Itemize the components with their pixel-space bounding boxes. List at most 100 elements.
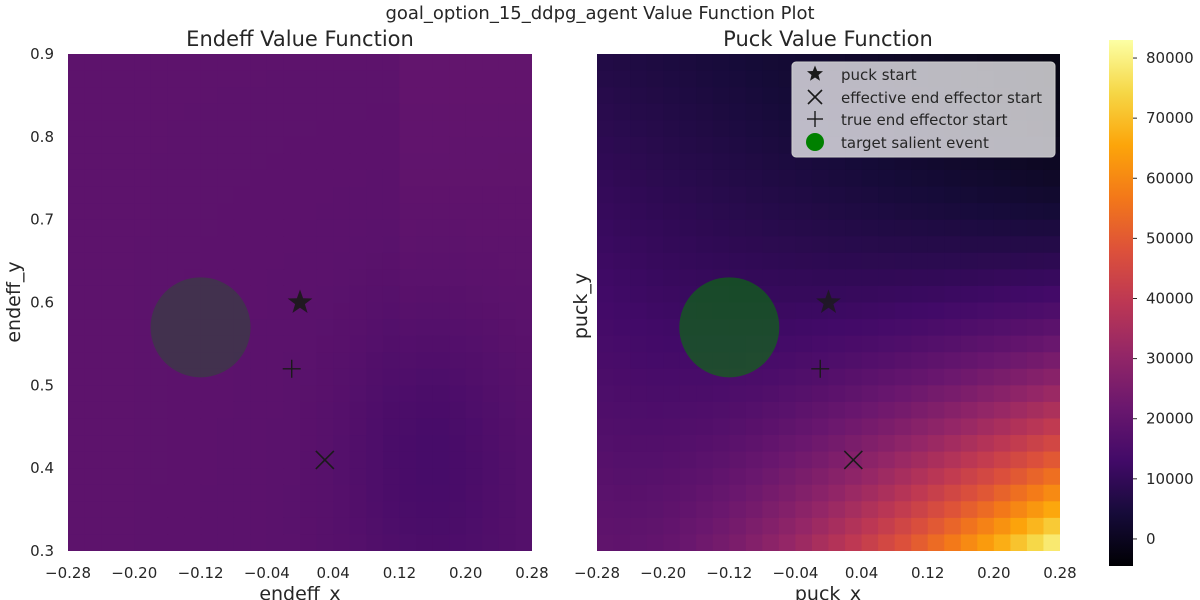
- endeff-heatmap-cell: [432, 352, 450, 370]
- puck-heatmap-cell: [811, 484, 830, 502]
- puck-heatmap-cell: [613, 236, 631, 254]
- endeff-heatmap-cell: [416, 54, 434, 72]
- puck-heatmap-cell: [828, 186, 846, 204]
- puck-heatmap-cell: [1026, 236, 1045, 254]
- puck-heatmap-cell: [911, 285, 929, 304]
- endeff-heatmap-cell: [432, 435, 450, 453]
- puck-heatmap-cell: [894, 401, 912, 420]
- endeff-heatmap-cell: [366, 501, 384, 519]
- endeff-heatmap-cell: [515, 501, 532, 519]
- endeff-heatmap-cell: [449, 70, 467, 88]
- endeff-heatmap-cell: [449, 302, 467, 320]
- puck-heatmap-cell: [944, 302, 962, 320]
- puck-heatmap-cell: [795, 203, 813, 221]
- endeff-heatmap-cell: [233, 368, 251, 386]
- endeff-heatmap-cell: [250, 136, 268, 154]
- puck-heatmap-cell: [597, 418, 615, 436]
- endeff-heatmap-cell: [316, 120, 334, 138]
- puck-heatmap-cell: [597, 236, 615, 254]
- endeff-heatmap-cell: [333, 203, 351, 221]
- endeff-heatmap-cell: [416, 269, 434, 287]
- endeff-heatmap-cell: [498, 435, 517, 453]
- endeff-heatmap-cell: [200, 252, 218, 270]
- puck-x-ticks: −0.28 −0.20 −0.12 −0.04 0.04 0.12 0.20 0.28: [574, 564, 1077, 582]
- endeff-heatmap-cell: [167, 451, 185, 469]
- puck-heatmap-cell: [828, 368, 846, 386]
- endeff-heatmap-cell: [134, 285, 152, 304]
- endeff-heatmap-cell: [283, 435, 301, 453]
- endeff-heatmap-cell: [101, 302, 119, 320]
- puck-heatmap-cell: [845, 302, 863, 320]
- puck-heatmap-cell: [630, 319, 648, 337]
- endeff-heatmap-cell: [167, 484, 185, 502]
- endeff-heatmap-cell: [117, 203, 135, 221]
- puck-heatmap-cell: [927, 153, 945, 171]
- legend-label-puck-start: puck start: [841, 66, 917, 84]
- puck-heatmap-cell: [845, 319, 863, 337]
- endeff-heatmap-cell: [498, 252, 517, 270]
- legend-label-effective-end-effector-start: effective end effector start: [841, 89, 1042, 107]
- puck-heatmap-cell: [894, 219, 912, 237]
- endeff-heatmap-cell: [184, 368, 202, 386]
- endeff-heatmap-cell: [184, 252, 202, 270]
- endeff-heatmap-cell: [266, 418, 285, 436]
- puck-heatmap-cell: [878, 418, 896, 436]
- endeff-heatmap-cell: [101, 236, 119, 254]
- endeff-heatmap-cell: [399, 219, 417, 237]
- puck-heatmap-cell: [1010, 269, 1028, 287]
- puck-heatmap-cell: [597, 70, 615, 88]
- endeff-heatmap-cell: [117, 352, 135, 370]
- endeff-heatmap-cell: [233, 385, 251, 403]
- endeff-heatmap-cell: [333, 401, 351, 420]
- endeff-heatmap-cell: [217, 368, 235, 386]
- endeff-heatmap-cell: [233, 285, 251, 304]
- puck-heatmap-cell: [712, 70, 730, 88]
- puck-heatmap-cell: [993, 534, 1011, 551]
- puck-heatmap-cell: [993, 319, 1011, 337]
- puck-heatmap-cell: [944, 219, 962, 237]
- puck-heatmap-cell: [845, 501, 863, 519]
- puck-heatmap-cell: [927, 186, 945, 204]
- puck-heatmap-cell: [1010, 352, 1028, 370]
- puck-heatmap-cell: [646, 451, 664, 469]
- endeff-heatmap-cell: [300, 203, 318, 221]
- endeff-heatmap-cell: [150, 335, 169, 353]
- puck-heatmap-cell: [613, 484, 631, 502]
- puck-heatmap-cell: [663, 435, 681, 453]
- puck-heatmap-cell: [861, 468, 879, 486]
- endeff-heatmap-cell: [150, 534, 169, 551]
- endeff-heatmap-cell: [117, 385, 135, 403]
- endeff-heatmap-cell: [150, 418, 169, 436]
- endeff-heatmap-cell: [300, 103, 318, 121]
- puck-heatmap-cell: [745, 534, 763, 551]
- endeff-heatmap-cell: [167, 319, 185, 337]
- puck-heatmap-cell: [745, 236, 763, 254]
- endeff-heatmap-cell: [333, 169, 351, 188]
- endeff-heatmap-cell: [167, 269, 185, 287]
- puck-heatmap-cell: [1026, 302, 1045, 320]
- endeff-heatmap-cell: [333, 269, 351, 287]
- puck-heatmap-cell: [745, 451, 763, 469]
- endeff-heatmap-cell: [432, 103, 450, 121]
- endeff-heatmap-cell: [266, 70, 285, 88]
- puck-heatmap-cell: [795, 269, 813, 287]
- endeff-heatmap-cell: [200, 219, 218, 237]
- puck-x-tick-label: −0.12: [706, 564, 752, 582]
- puck-heatmap-cell: [845, 517, 863, 536]
- endeff-heatmap-cell: [482, 468, 500, 486]
- endeff-heatmap-cell: [68, 136, 86, 154]
- endeff-heatmap-cell: [498, 219, 517, 237]
- endeff-heatmap-cell: [150, 103, 169, 121]
- puck-heatmap-cell: [861, 335, 879, 353]
- endeff-heatmap-cell: [117, 285, 135, 304]
- endeff-heatmap-cell: [482, 153, 500, 171]
- puck-heatmap-cell: [811, 319, 830, 337]
- endeff-heatmap-cell: [482, 335, 500, 353]
- puck-heatmap-cell: [795, 484, 813, 502]
- endeff-y-tick-label: 0.3: [30, 542, 54, 560]
- endeff-heatmap-cell: [482, 87, 500, 105]
- endeff-heatmap-cell: [432, 319, 450, 337]
- puck-heatmap-cell: [663, 252, 681, 270]
- endeff-heatmap-cell: [233, 534, 251, 551]
- endeff-y-tick-label: 0.5: [30, 376, 54, 394]
